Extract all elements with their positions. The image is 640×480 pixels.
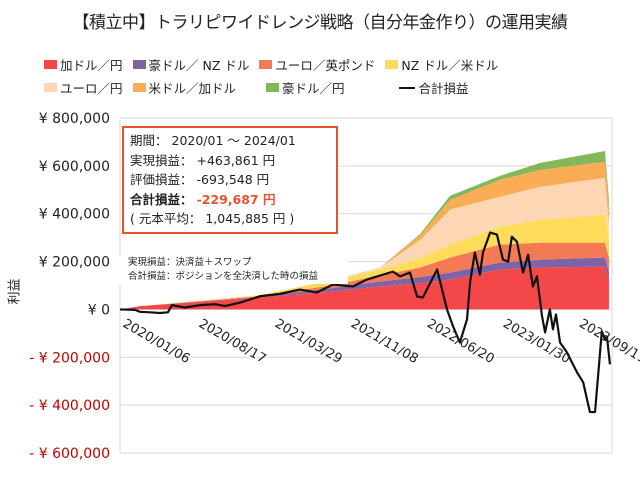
x-tick-label: 2020/08/17 [196, 316, 268, 366]
x-tick-label: 2022/06/20 [424, 316, 496, 366]
y-tick-labels: ¥ 800,000 ¥ 600,000 ¥ 400,000 ¥ 200,000 ¥ 0 -… [29, 111, 110, 462]
x-tick-label: 2021/03/29 [272, 316, 344, 366]
legend-swatch [44, 60, 57, 69]
legend-label: ユーロ／英ポンド [275, 58, 376, 73]
chart-title: 【積立中】トラリピワイドレンジ戦略（自分年金作り）の運用実績 [72, 13, 569, 33]
y-tick-label: ¥ 200,000 [39, 255, 110, 271]
unrealized-label: 評価損益： [130, 172, 193, 187]
x-tick-labels: 2020/01/06 2020/08/17 2021/03/29 2021/11/08… [120, 316, 640, 366]
period-row: 期間： 2020/01 ～ 2024/01 [130, 131, 330, 151]
y-tick-label: - ¥ 200,000 [29, 350, 110, 366]
y-tick-label: ¥ 600,000 [39, 159, 110, 175]
unrealized-row: 評価損益： -693,548 円 [130, 170, 330, 190]
total-line-layer [119, 231, 612, 414]
area-series [120, 151, 609, 310]
legend-label: 豪ドル／ NZ ドル [148, 58, 250, 73]
legend-item: NZ ドル／米ドル [385, 55, 498, 74]
legend-label: ユーロ／円 [60, 81, 123, 96]
total-value: -229,687 円 [196, 191, 276, 207]
y-tick-label: ¥ 0 [88, 302, 110, 318]
principal-row: ( 元本平均： 1,045,885 円 ) [130, 209, 330, 229]
legend-row-2: ユーロ／円 米ドル／加ドル 豪ドル／円 合計損益 [44, 78, 479, 97]
y-tick-label: - ¥ 600,000 [29, 446, 110, 462]
y-tick-label: ¥ 400,000 [39, 207, 110, 223]
area-series [120, 161, 609, 310]
legend-swatch [385, 60, 399, 69]
x-tick-label: 2023/01/30 [500, 316, 572, 366]
area-series [120, 242, 609, 310]
realized-label: 実現損益： [130, 152, 193, 168]
legend-item: ユーロ／円 [44, 78, 123, 97]
area-series [120, 266, 609, 310]
legend-label: NZ ドル／米ドル [401, 58, 499, 73]
total-row: 合計損益： -229,687 円 [130, 190, 330, 210]
legend-item: 合計損益 [398, 78, 469, 97]
summary-box: 期間： 2020/01 ～ 2024/01 実現損益： +463,861 円 評… [122, 126, 338, 234]
legend-item: 米ドル／加ドル [132, 78, 237, 97]
legend-item: ユーロ／英ポンド [259, 55, 375, 74]
legend-label: 豪ドル／円 [282, 81, 345, 96]
stacked-areas [120, 151, 609, 310]
period-label: 期間： [130, 133, 168, 148]
note-total: 合計損益：ポジションを全決済した時の損益 [128, 271, 319, 282]
period-value: 2020/01 ～ 2024/01 [171, 133, 296, 148]
principal-value: 1,045,885 円 ) [205, 211, 295, 226]
legend-label: 米ドル／加ドル [148, 81, 237, 96]
legend-swatch [44, 83, 57, 92]
y-tick-label: - ¥ 400,000 [29, 398, 110, 414]
legend-swatch [132, 83, 146, 92]
legend-swatch [266, 83, 280, 92]
realized-row: 実現損益： +463,861 円 [130, 151, 330, 171]
legend-item: 豪ドル／ NZ ドル [132, 55, 250, 74]
x-tick-label: 2023/09/11 [576, 316, 640, 366]
realized-value: +463,861 円 [196, 152, 276, 168]
area-series [120, 214, 609, 310]
total-pl-line [119, 231, 612, 414]
legend-item: 豪ドル／円 [266, 78, 345, 97]
unrealized-value: -693,548 円 [196, 172, 270, 187]
legend-swatch [132, 60, 146, 69]
note-realized: 実現損益：決済益＋スワップ [128, 257, 252, 268]
total-label: 合計損益： [130, 191, 193, 207]
legend-row-1: 加ドル／円 豪ドル／ NZ ドル ユーロ／英ポンド NZ ドル／米ドル [44, 55, 508, 74]
y-tick-label: ¥ 800,000 [39, 111, 110, 127]
legend-label: 加ドル／円 [60, 58, 123, 73]
principal-label: ( 元本平均： [130, 211, 202, 226]
x-tick-label: 2020/01/06 [120, 316, 192, 366]
legend-item: 加ドル／円 [44, 55, 123, 74]
legend-label: 合計損益 [418, 81, 469, 96]
area-series [120, 177, 609, 310]
y-axis-label: 利益 [7, 278, 23, 305]
legend-swatch [259, 60, 273, 69]
notes: 実現損益：決済益＋スワップ 合計損益：ポジションを全決済した時の損益 [116, 256, 348, 284]
x-tick-label: 2021/11/08 [348, 316, 420, 366]
area-series [120, 257, 609, 310]
legend-line-swatch [398, 86, 415, 89]
